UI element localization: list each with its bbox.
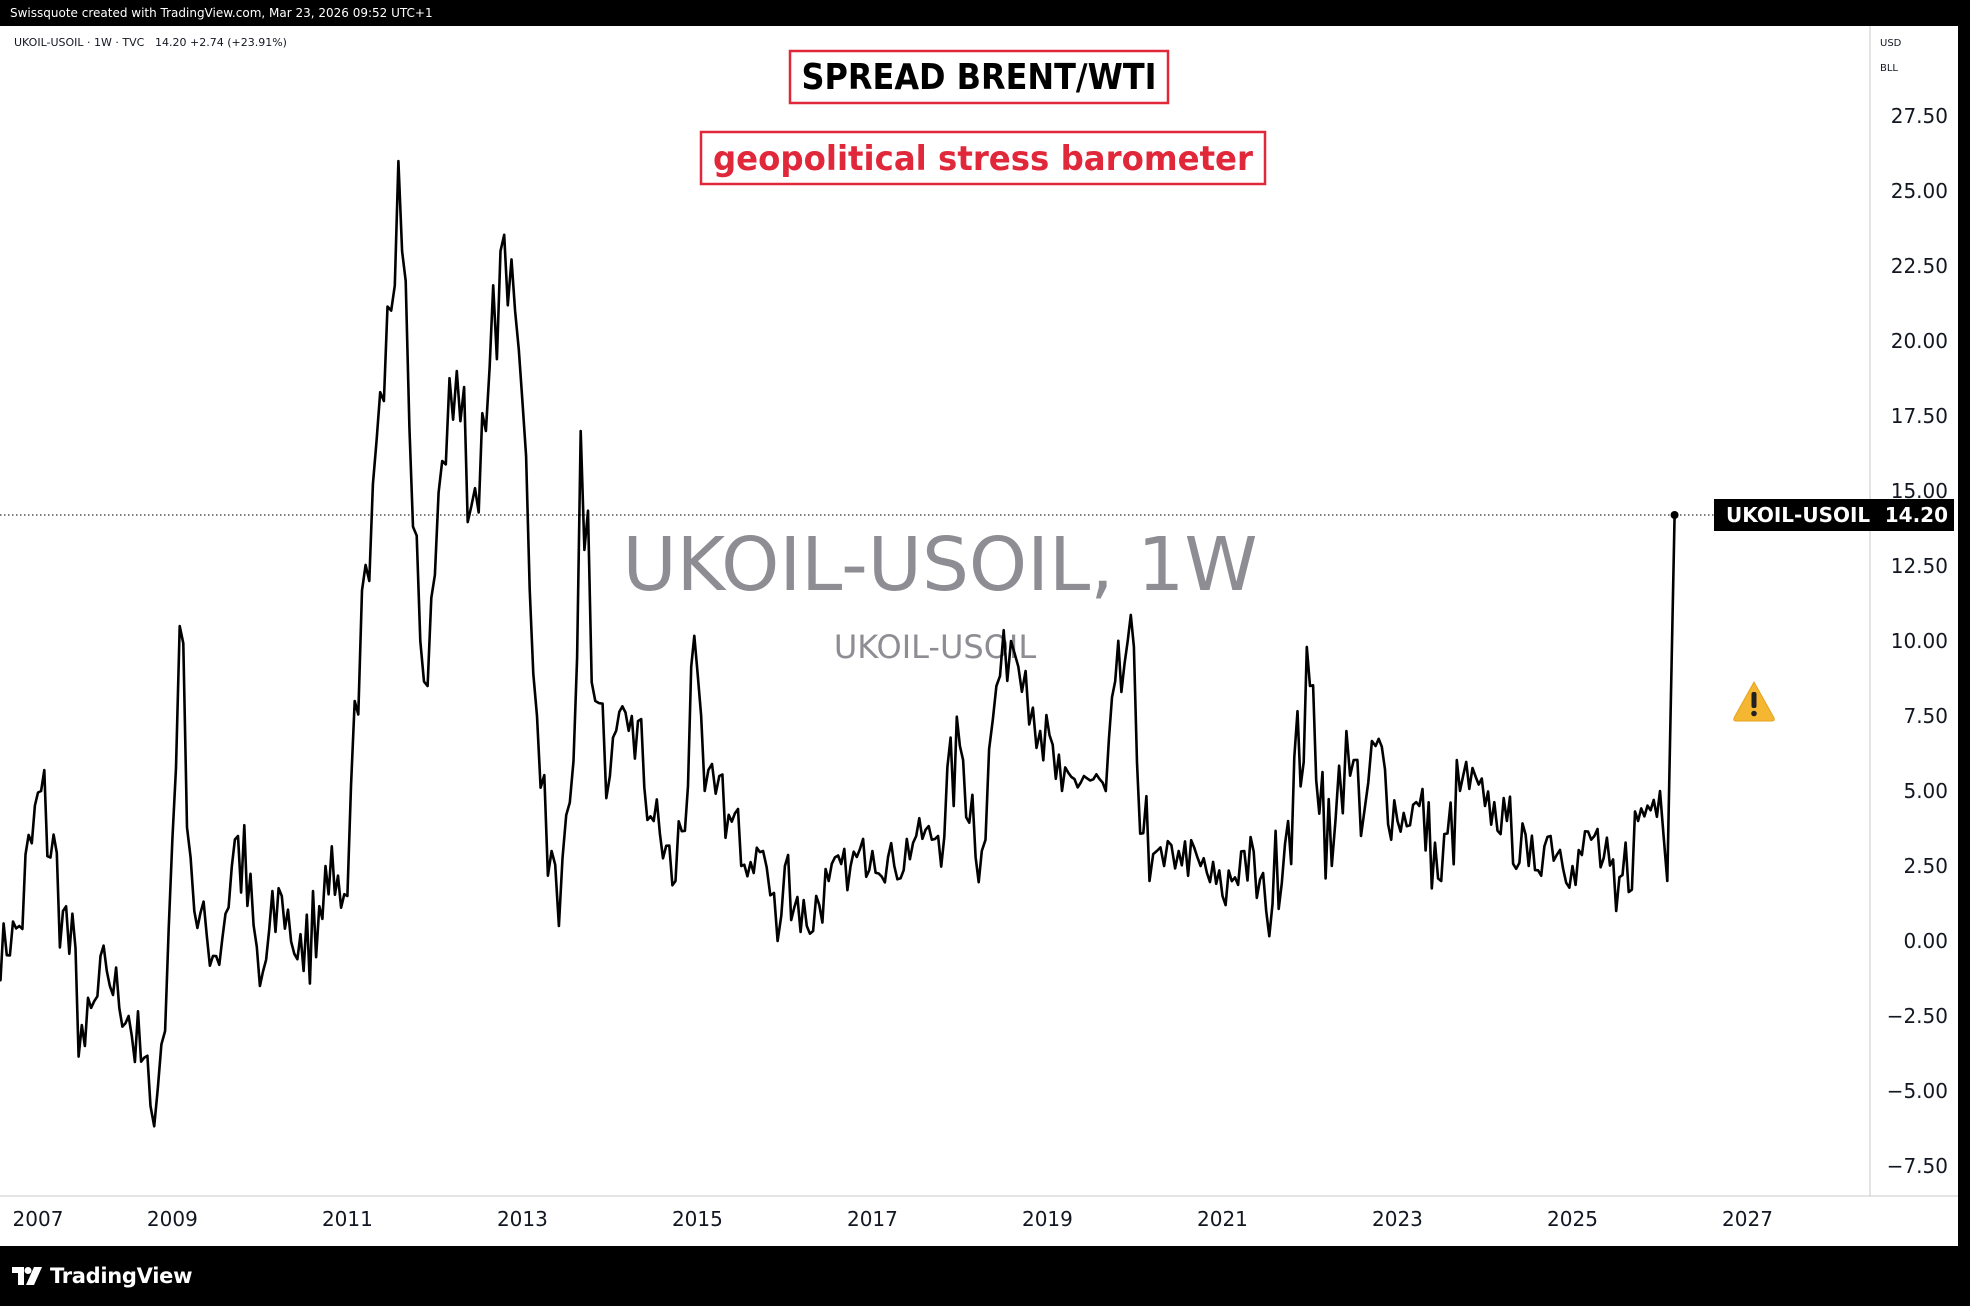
- x-tick-label: 2013: [497, 1207, 548, 1231]
- x-tick-label: 2021: [1197, 1207, 1248, 1231]
- y-tick-label: 25.00: [1891, 179, 1948, 203]
- subtitle-box: geopolitical stress barometer: [699, 130, 1267, 186]
- price-label-bg: [1714, 499, 1954, 531]
- y-tick-label: 27.50: [1891, 104, 1948, 128]
- top-bar: Swissquote created with TradingView.com,…: [0, 0, 1970, 26]
- price-label-symbol: UKOIL-USOIL: [1726, 503, 1870, 527]
- y-tick-label: 12.50: [1891, 554, 1948, 578]
- y-tick-label: 20.00: [1891, 329, 1948, 353]
- x-axis: 2007 2009 2011 2013 2015 2017 2019 2021 2023 2025…: [13, 1207, 1773, 1231]
- x-tick-label: 2015: [672, 1207, 723, 1231]
- y-tick-label: −2.50: [1887, 1004, 1948, 1028]
- x-tick-label: 2007: [13, 1207, 64, 1231]
- chart-annotation-title: SPREAD BRENT/WTI: [802, 57, 1157, 98]
- legend-symbol: UKOIL-USOIL · 1W · TVC: [14, 36, 145, 49]
- price-label-value: 14.20: [1885, 503, 1948, 527]
- y-tick-label: 0.00: [1903, 929, 1948, 953]
- y-tick-label: 2.50: [1903, 854, 1948, 878]
- x-tick-label: 2017: [847, 1207, 898, 1231]
- warning-icon[interactable]: [1733, 680, 1775, 722]
- last-point: [1670, 511, 1679, 519]
- chart-annotation-subtitle: geopolitical stress barometer: [713, 139, 1253, 179]
- y-tick-label: 17.50: [1891, 404, 1948, 428]
- y-axis: 27.5025.0022.5020.0017.5015.0012.5010.00…: [1887, 104, 1948, 1178]
- x-tick-label: 2011: [322, 1207, 373, 1231]
- y-tick-label: 7.50: [1903, 704, 1948, 728]
- axis-currency: USD: [1880, 38, 1902, 49]
- chart: UKOIL-USOIL · 1W · TVC 14.20 +2.74 (+23.…: [0, 26, 1958, 1231]
- spread-series-line: [0, 159, 1676, 1128]
- x-tick-label: 2023: [1372, 1207, 1423, 1231]
- y-tick-label: 10.00: [1891, 629, 1948, 653]
- watermark-main: UKOIL-USOIL, 1W: [622, 522, 1257, 608]
- credit-text: Swissquote created with TradingView.com,…: [10, 6, 433, 20]
- chart-frame: UKOIL-USOIL · 1W · TVC 14.20 +2.74 (+23.…: [0, 26, 1958, 1246]
- legend-change: +2.74 (+23.91%): [190, 36, 287, 49]
- x-tick-label: 2019: [1022, 1207, 1073, 1231]
- x-tick-label: 2027: [1722, 1207, 1773, 1231]
- tradingview-logo[interactable]: TradingView: [12, 1264, 192, 1288]
- tradingview-logo-icon: [12, 1267, 42, 1285]
- y-tick-label: 5.00: [1903, 779, 1948, 803]
- x-tick-label: 2009: [147, 1207, 198, 1231]
- price-label: UKOIL-USOIL 14.20: [1714, 499, 1954, 531]
- y-tick-label: −5.00: [1887, 1079, 1948, 1103]
- tradingview-brand: TradingView: [50, 1264, 193, 1288]
- y-tick-label: −7.50: [1887, 1154, 1948, 1178]
- y-tick-label: 22.50: [1891, 254, 1948, 278]
- title-box: SPREAD BRENT/WTI: [788, 49, 1170, 105]
- bottom-bar: [0, 1246, 1970, 1306]
- watermark: UKOIL-USOIL, 1W UKOIL-USOIL: [622, 522, 1257, 666]
- axis-unit: BLL: [1880, 63, 1898, 74]
- x-tick-label: 2025: [1547, 1207, 1598, 1231]
- legend-last: 14.20: [155, 36, 187, 49]
